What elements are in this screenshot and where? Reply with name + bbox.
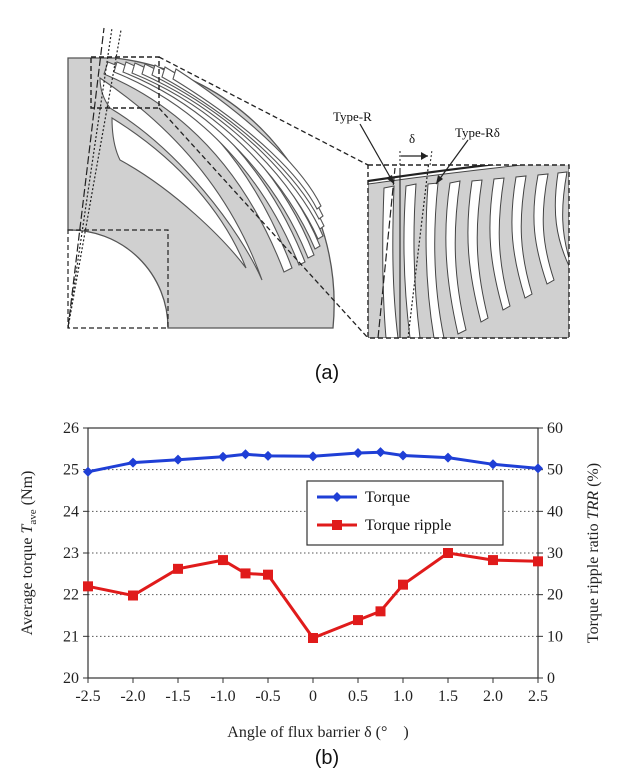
y-left-tick-label: 25: [63, 462, 79, 479]
y-right-tick-label: 50: [547, 462, 563, 479]
torque-point: [128, 457, 138, 468]
y-left-tick-label: 20: [63, 670, 79, 687]
x-tick-label: 1.0: [393, 688, 413, 705]
y-right-tick-label: 30: [547, 545, 563, 562]
torque-point: [218, 451, 228, 462]
y-right-tick-label: 0: [547, 670, 555, 687]
torque-ripple-point: [398, 579, 408, 590]
zoom-box: [367, 164, 570, 339]
y-left-tick-label: 21: [63, 628, 79, 645]
torque-ripple-point: [173, 563, 183, 574]
x-axis-title: Angle of flux barrier δ (° ): [227, 724, 408, 741]
torque-point: [173, 454, 183, 465]
caption-b: (b): [315, 747, 339, 769]
y-left-ticks: 20 21 22 23 24 25 26: [63, 420, 88, 687]
x-tick-label: -1.5: [165, 688, 190, 705]
legend-ripple-label: Torque ripple: [365, 517, 451, 534]
torque-ripple-point: [488, 555, 498, 566]
caption-a: (a): [315, 362, 339, 384]
rotor-cross-section: [67, 27, 369, 339]
x-ticks: -2.5 -2.0 -1.5 -1.0 -0.5 0 0.5 1.0 1.5 2.0 2.5: [75, 678, 548, 705]
legend: Torque Torque ripple: [306, 480, 504, 546]
y-right-tick-label: 20: [547, 587, 563, 604]
legend-ripple-marker: [332, 520, 342, 530]
torque-point: [308, 451, 318, 462]
torque-ripple-point: [353, 615, 363, 626]
x-tick-label: 2.5: [528, 688, 548, 705]
torque-point: [83, 466, 93, 477]
torque-point: [240, 449, 251, 460]
lower-dashed-box: [67, 229, 169, 329]
torque-ripple-point: [240, 568, 251, 579]
x-tick-label: -2.0: [120, 688, 145, 705]
torque-ripple-point: [443, 548, 453, 558]
torque-point: [398, 450, 408, 461]
torque-ripple-point: [218, 555, 228, 566]
y-right-tick-label: 40: [547, 503, 563, 520]
x-tick-label: -0.5: [255, 688, 280, 705]
torque-ripple-point: [375, 606, 386, 617]
torque-point: [443, 452, 453, 463]
torque-point: [533, 463, 543, 474]
label-type-rdelta: Type-Rδ: [455, 125, 500, 140]
type-rdelta-leader: [435, 139, 469, 185]
x-tick-label: -2.5: [75, 688, 100, 705]
x-tick-label: 2.0: [483, 688, 503, 705]
torque-ripple-point: [308, 633, 318, 643]
x-tick-label: 1.5: [438, 688, 458, 705]
type-r-leader: [359, 123, 395, 185]
detail-box: [90, 56, 160, 109]
legend-torque-marker: [332, 492, 342, 502]
y-right-ticks: 0 10 20 30 40 50 60: [538, 420, 563, 687]
label-type-r: Type-R: [333, 109, 372, 124]
torque-point: [488, 459, 498, 470]
rotor-body: [67, 57, 335, 329]
x-tick-label: 0.5: [348, 688, 368, 705]
y-right-axis-title: Torque ripple ratio TRR (%): [585, 463, 602, 643]
legend-box: [306, 480, 504, 546]
y-left-axis-title: Average torque Tave (Nm): [19, 471, 39, 636]
zoom-barriers: [382, 171, 569, 338]
torque-ripple-point: [83, 581, 93, 592]
torque-point: [375, 447, 386, 458]
label-delta: δ: [409, 131, 415, 146]
y-right-tick-label: 60: [547, 420, 563, 437]
x-tick-label: 0: [309, 688, 317, 705]
series-layer: [83, 447, 543, 643]
torque-ripple-point: [533, 556, 543, 567]
series-line-torque-ripple: [87, 551, 539, 640]
y-left-tick-label: 26: [63, 420, 79, 437]
y-left-tick-label: 22: [63, 587, 79, 604]
torque-ripple-point: [263, 569, 273, 580]
flux-barriers: [99, 61, 325, 281]
flux-barrier-chart: -2.5 -2.0 -1.5 -1.0 -0.5 0 0.5 1.0 1.5 2.0 2.5 202…: [19, 420, 602, 741]
y-left-tick-label: 23: [63, 545, 79, 562]
y-right-tick-label: 10: [547, 628, 563, 645]
torque-point: [353, 448, 363, 458]
y-left-tick-label: 24: [63, 503, 79, 520]
torque-ripple-point: [128, 590, 138, 601]
legend-torque-label: Torque: [365, 489, 410, 506]
torque-point: [263, 450, 273, 461]
zoom-detail: Type-R δ Type-Rδ: [333, 109, 570, 339]
x-tick-label: -1.0: [210, 688, 235, 705]
